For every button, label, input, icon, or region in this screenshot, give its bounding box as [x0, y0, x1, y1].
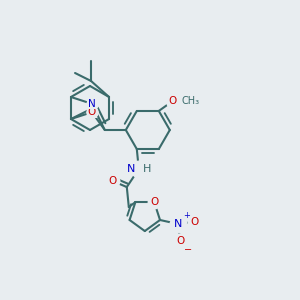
Text: O: O	[190, 217, 198, 227]
Text: N: N	[126, 164, 135, 174]
Text: N: N	[88, 99, 96, 109]
Text: O: O	[88, 107, 96, 117]
Text: O: O	[169, 96, 177, 106]
Text: O: O	[176, 236, 184, 246]
Text: H: H	[143, 164, 151, 174]
Text: CH₃: CH₃	[182, 96, 200, 106]
Text: O: O	[88, 107, 96, 117]
Text: O: O	[150, 197, 158, 207]
Text: N: N	[174, 219, 182, 229]
Text: −: −	[184, 245, 192, 255]
Text: N: N	[88, 99, 96, 109]
Text: O: O	[109, 176, 117, 186]
Text: +: +	[183, 211, 190, 220]
